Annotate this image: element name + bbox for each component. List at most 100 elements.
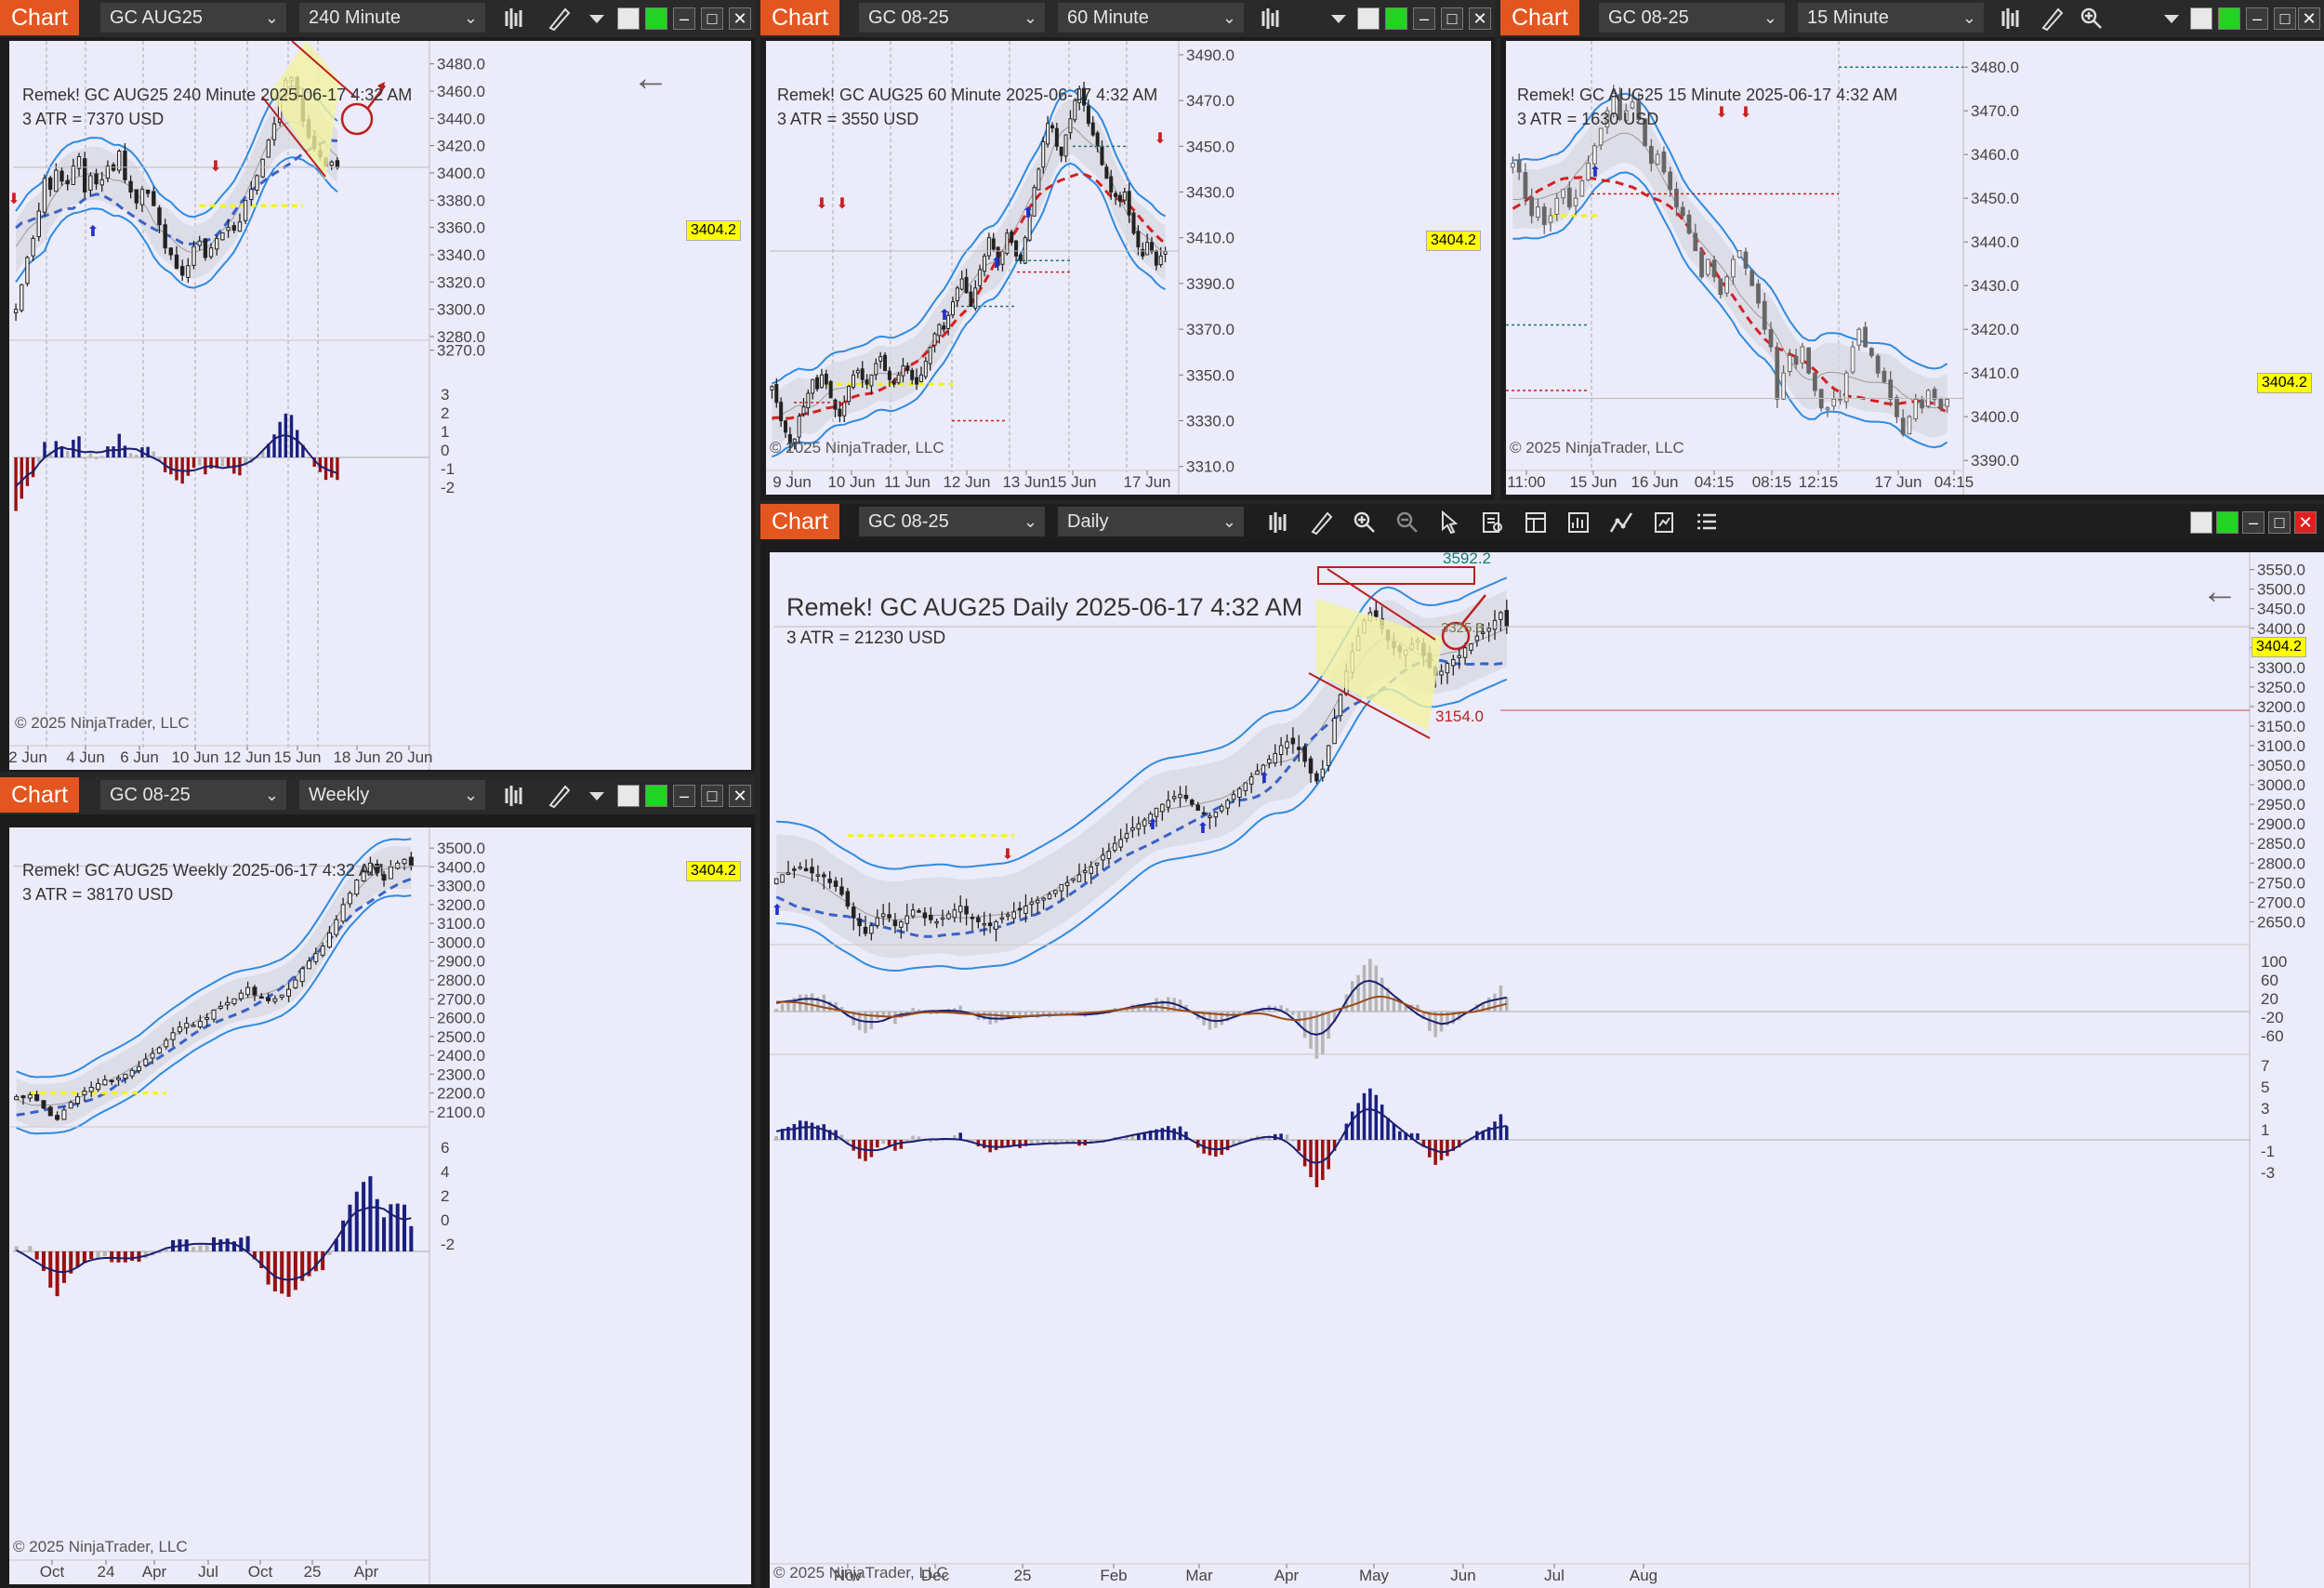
instrument-select[interactable]: GC 08-25 ⌄ <box>859 507 1045 536</box>
drawing-tools-icon[interactable] <box>2040 6 2066 32</box>
interval-select[interactable]: Daily ⌄ <box>1058 507 1244 536</box>
dropdown-arrow-icon[interactable] <box>588 783 606 809</box>
candle-body <box>1064 881 1070 886</box>
window-link-button[interactable] <box>645 7 667 30</box>
window-link-button[interactable] <box>2216 511 2238 534</box>
interval-select[interactable]: Weekly ⌄ <box>299 780 485 810</box>
strategies-icon[interactable] <box>1608 509 1634 536</box>
zoom-in-icon[interactable] <box>1352 509 1378 536</box>
close-button[interactable]: ✕ <box>729 785 751 807</box>
chart-canvas[interactable]: 3490.0 3470.0 3450.0 3430.0 3410.0 3390.0 3370… <box>766 41 1491 495</box>
dropdown-arrow-icon[interactable] <box>2162 6 2181 32</box>
window-link-button[interactable] <box>2218 7 2240 30</box>
candle-body <box>225 1001 231 1006</box>
chart-menu-button[interactable]: Chart <box>760 0 840 35</box>
interval-select[interactable]: 15 Minute ⌄ <box>1798 3 1984 33</box>
close-button[interactable]: ✕ <box>2294 511 2317 534</box>
instrument-select[interactable]: GC 08-25 ⌄ <box>100 780 286 810</box>
dropdown-arrow-icon[interactable] <box>588 6 606 32</box>
data-box-icon[interactable] <box>1480 509 1506 536</box>
chart-canvas[interactable]: 3550.03500.03450.03400.03350.03300.03250… <box>770 552 2324 1588</box>
minimize-button[interactable]: – <box>673 7 695 30</box>
close-button[interactable]: ✕ <box>729 7 751 30</box>
back-arrow-icon[interactable]: ← <box>632 58 669 99</box>
window-color-button[interactable] <box>1357 7 1380 30</box>
candle-body <box>1648 146 1654 165</box>
candle-body <box>260 158 265 178</box>
candle-body <box>20 1095 26 1099</box>
drawing-tools-icon[interactable] <box>547 783 573 809</box>
time-tick-label: Apr <box>142 1563 167 1581</box>
close-button[interactable]: ✕ <box>1469 7 1491 30</box>
histogram-bar <box>953 1008 957 1012</box>
maximize-button[interactable]: □ <box>701 7 723 30</box>
list-icon[interactable] <box>1694 509 1720 536</box>
window-color-button[interactable] <box>2190 7 2212 30</box>
bar-style-icon[interactable] <box>1999 6 2025 32</box>
chart-trader-icon[interactable] <box>1651 509 1677 536</box>
window-color-button[interactable] <box>617 7 640 30</box>
maximize-button[interactable]: □ <box>2268 511 2291 534</box>
candle-body <box>1743 251 1749 269</box>
minimize-button[interactable]: – <box>2242 511 2265 534</box>
window-link-button[interactable] <box>1385 7 1407 30</box>
zoom-icon[interactable] <box>2079 6 2105 32</box>
dropdown-arrow-icon[interactable] <box>1329 6 1348 32</box>
chart-area[interactable]: 3480.0 3470.0 3460.0 3450.0 3440.0 3430.0 3420… <box>1506 41 2324 495</box>
bar-style-icon[interactable] <box>1266 509 1292 536</box>
histogram-bar <box>1481 1131 1486 1140</box>
chart-area[interactable]: 3550.03500.03450.03400.03350.03300.03250… <box>770 552 2324 1588</box>
drawing-tools-icon[interactable] <box>1309 509 1335 536</box>
candle-body <box>976 917 981 922</box>
window-color-button[interactable] <box>2190 511 2212 534</box>
candle-body <box>47 1106 53 1117</box>
histogram-bar <box>774 1009 778 1012</box>
close-button[interactable]: ✕ <box>2298 7 2320 30</box>
chart-canvas[interactable]: 3480.0 3470.0 3460.0 3450.0 3440.0 3430.0 3420… <box>1506 41 2324 495</box>
histogram-bar <box>395 1203 400 1251</box>
maximize-button[interactable]: □ <box>1441 7 1463 30</box>
chart-area[interactable]: 3480.0 3460.0 3440.0 3420.0 3400.0 3380.0 3360… <box>9 41 751 770</box>
bar-style-icon[interactable] <box>502 6 528 32</box>
instrument-select[interactable]: GC 08-25 ⌄ <box>1599 3 1785 33</box>
volatility-band-fill <box>776 590 1507 959</box>
minimize-button[interactable]: – <box>673 785 695 807</box>
time-tick-label: 10 Jun <box>171 748 218 766</box>
bar-style-icon[interactable] <box>502 783 528 809</box>
sell-arrow-icon: ⬇ <box>836 196 848 212</box>
candle-body <box>1554 197 1560 215</box>
bar-style-icon[interactable] <box>1259 6 1285 32</box>
instrument-select[interactable]: GC AUG25 ⌄ <box>100 3 286 33</box>
chart-menu-button[interactable]: Chart <box>0 777 80 813</box>
interval-select[interactable]: 60 Minute ⌄ <box>1058 3 1244 33</box>
window-link-button[interactable] <box>645 785 667 807</box>
candle-body <box>887 914 891 919</box>
histogram-bar <box>1166 1126 1170 1140</box>
interval-select[interactable]: 240 Minute ⌄ <box>299 3 485 33</box>
back-arrow-icon[interactable]: ← <box>2201 571 2238 612</box>
properties-icon[interactable] <box>1523 509 1549 536</box>
minimize-button[interactable]: – <box>2246 7 2268 30</box>
window-color-button[interactable] <box>617 785 640 807</box>
price-tick-label: 3500.0 <box>437 840 485 857</box>
chart-menu-button[interactable]: Chart <box>0 0 80 35</box>
cursor-icon[interactable] <box>1437 509 1463 536</box>
drawing-tools-icon[interactable] <box>547 6 573 32</box>
chart-menu-button[interactable]: Chart <box>760 504 840 539</box>
indicators-icon[interactable] <box>1565 509 1591 536</box>
maximize-button[interactable]: □ <box>701 785 723 807</box>
instrument-select[interactable]: GC 08-25 ⌄ <box>859 3 1045 33</box>
minimize-button[interactable]: – <box>1413 7 1435 30</box>
candle-body <box>1338 694 1343 717</box>
histogram-bar <box>1160 1128 1165 1140</box>
maximize-button[interactable]: □ <box>2274 7 2296 30</box>
candle-body <box>174 254 179 270</box>
zoom-out-icon[interactable] <box>1394 509 1420 536</box>
chart-canvas[interactable]: 3480.0 3460.0 3440.0 3420.0 3400.0 3380.0 3360… <box>9 41 751 770</box>
chart-menu-button[interactable]: Chart <box>1500 0 1580 35</box>
chart-area[interactable]: 3500.0 3400.0 3300.0 3200.0 3100.0 3000.0 2900… <box>9 827 751 1584</box>
candle-body <box>1158 255 1163 266</box>
chart-area[interactable]: 3490.0 3470.0 3450.0 3430.0 3410.0 3390.0 3370… <box>766 41 1491 495</box>
histogram-bar <box>65 450 70 457</box>
